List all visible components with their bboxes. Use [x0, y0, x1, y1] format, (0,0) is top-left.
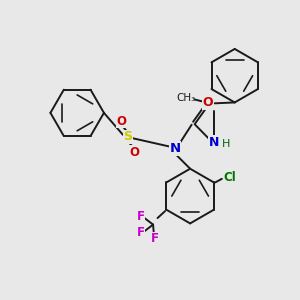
Text: O: O	[129, 146, 139, 159]
Text: H: H	[222, 139, 231, 149]
Text: S: S	[123, 130, 132, 143]
Text: O: O	[116, 115, 126, 128]
Text: CH₃: CH₃	[176, 93, 195, 103]
Text: F: F	[136, 210, 145, 223]
Text: N: N	[209, 136, 219, 149]
Text: N: N	[170, 142, 181, 155]
Text: F: F	[136, 226, 145, 239]
Text: O: O	[202, 96, 213, 109]
Text: Cl: Cl	[224, 170, 236, 184]
Text: F: F	[151, 232, 159, 245]
